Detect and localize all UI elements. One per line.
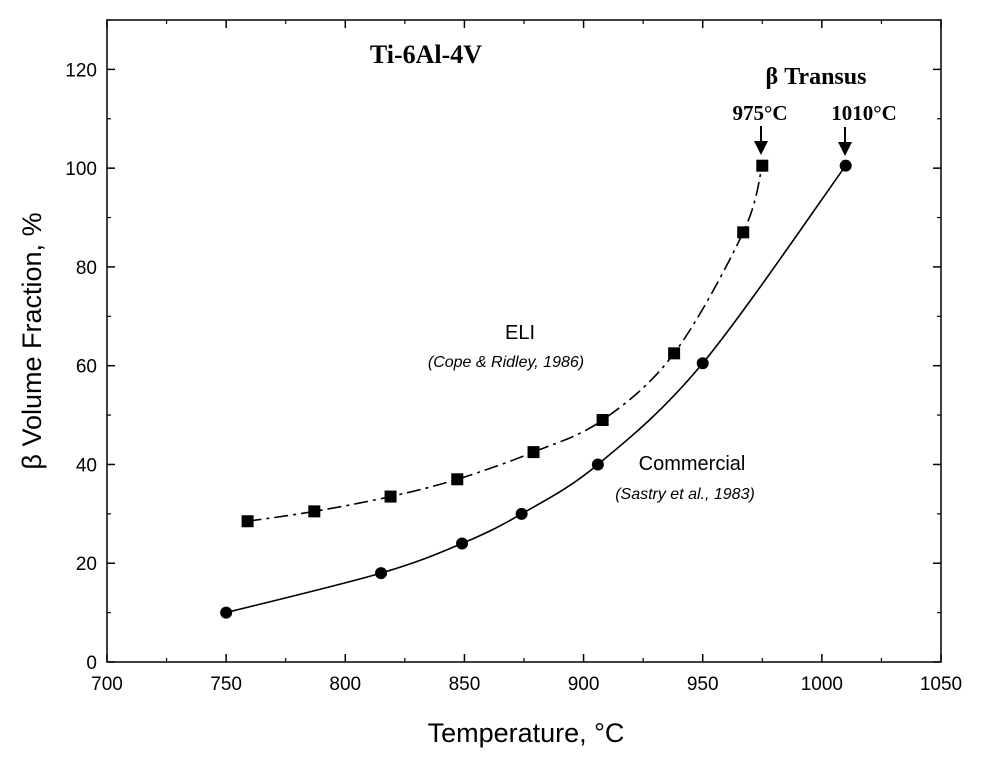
data-point-eli-7 — [737, 226, 750, 239]
x-tick-label-900: 900 — [568, 674, 600, 695]
tick-marks — [106, 19, 942, 663]
x-axis-title: Temperature, °C — [428, 718, 625, 748]
eli-transus-temp: 975°C — [732, 101, 787, 125]
data-point-eli-1 — [308, 505, 321, 518]
series-line-commercial — [225, 165, 847, 614]
data-point-eli-3 — [451, 473, 464, 486]
y-tick-label-120: 120 — [65, 60, 97, 81]
series-lines — [225, 165, 847, 614]
data-point-eli-2 — [384, 490, 397, 503]
series-line-eli — [247, 165, 764, 523]
y-tick-label-80: 80 — [76, 258, 97, 279]
data-point-commercial-5 — [696, 357, 709, 370]
series-markers — [220, 159, 852, 619]
chart-title: Ti-6Al-4V — [370, 40, 482, 69]
x-tick-label-750: 750 — [210, 674, 242, 695]
commercial-reference: (Sastry et al., 1983) — [615, 486, 755, 503]
commercial-transus-arrow — [838, 127, 852, 156]
data-point-eli-4 — [527, 446, 540, 459]
commercial-series-label: Commercial — [639, 453, 746, 475]
commercial-transus-temp: 1010°C — [831, 101, 897, 125]
y-tick-label-100: 100 — [65, 159, 97, 180]
y-tick-labels: 0 20 40 60 80 100 120 — [65, 60, 97, 674]
y-tick-label-40: 40 — [76, 455, 97, 476]
x-tick-label-1000: 1000 — [801, 674, 843, 695]
x-tick-label-850: 850 — [449, 674, 481, 695]
x-tick-label-800: 800 — [329, 674, 361, 695]
data-point-commercial-2 — [456, 537, 469, 550]
y-axis-title: β Volume Fraction, % — [17, 212, 47, 469]
data-point-eli-0 — [241, 515, 254, 528]
data-point-eli-6 — [668, 347, 681, 360]
data-point-commercial-6 — [839, 159, 852, 172]
y-tick-label-60: 60 — [76, 357, 97, 378]
data-point-commercial-0 — [220, 606, 233, 619]
x-tick-label-700: 700 — [91, 674, 123, 695]
beta-transus-label: β Transus — [766, 64, 867, 90]
x-tick-labels: 700 750 800 850 900 950 1000 1050 — [91, 674, 962, 695]
data-point-commercial-1 — [375, 567, 388, 580]
eli-transus-arrow — [754, 126, 768, 155]
eli-reference: (Cope & Ridley, 1986) — [428, 354, 584, 371]
y-tick-label-20: 20 — [76, 554, 97, 575]
data-point-commercial-3 — [515, 507, 528, 520]
y-tick-label-0: 0 — [86, 653, 97, 674]
x-tick-label-950: 950 — [687, 674, 719, 695]
eli-series-label: ELI — [505, 322, 535, 344]
data-point-eli-8 — [756, 159, 769, 172]
x-tick-label-1050: 1050 — [920, 674, 962, 695]
data-point-commercial-4 — [591, 458, 604, 471]
data-point-eli-5 — [596, 414, 609, 427]
